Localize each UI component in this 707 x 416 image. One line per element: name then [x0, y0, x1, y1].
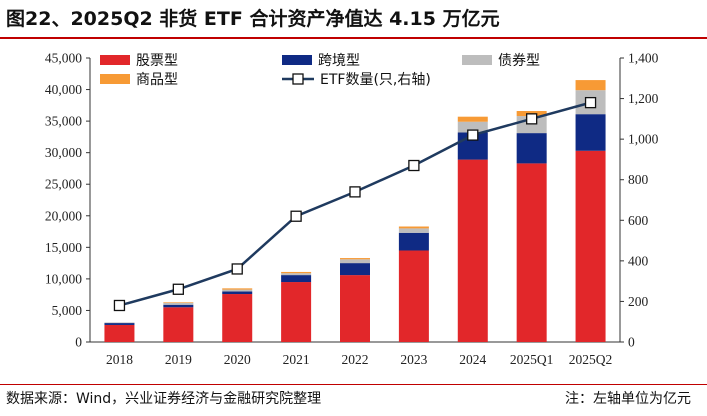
bar-segment [575, 150, 606, 342]
left-tick-label: 20,000 [45, 208, 82, 223]
bar-segment [457, 159, 488, 342]
bar-segment [575, 114, 606, 151]
line-point-marker [290, 210, 302, 222]
right-tick-label: 200 [628, 294, 649, 309]
bar-segment [340, 275, 370, 342]
legend-swatch [282, 55, 312, 65]
legend-marker [292, 73, 304, 85]
bar-segment [457, 121, 488, 133]
x-tick-label: 2025Q1 [510, 352, 554, 367]
bar-segment [457, 116, 488, 122]
bar-segment [398, 228, 429, 233]
bar-segment [222, 288, 253, 290]
bar-segment [516, 133, 547, 164]
chart-title: 图22、2025Q2 非货 ETF 合计资产净值达 4.15 万亿元 [6, 8, 500, 30]
x-tick-label: 2021 [283, 352, 310, 367]
bar-segment [222, 291, 253, 295]
bar-segment [516, 163, 547, 342]
right-tick-label: 800 [628, 172, 649, 187]
line-point-marker [467, 129, 479, 141]
title-rule [0, 37, 707, 39]
x-tick-label: 2023 [400, 352, 427, 367]
bar-segment [104, 324, 135, 342]
bar-segment [340, 258, 370, 260]
right-tick-label: 1,000 [628, 132, 659, 147]
line-point-marker [172, 283, 184, 295]
bar-segment [281, 282, 312, 342]
legend-label: 跨境型 [318, 53, 360, 69]
left-tick-label: 25,000 [45, 177, 82, 192]
axes: 0 5,000 10,000 15,000 20,000 25,000 30,000 35,0… [45, 51, 659, 368]
x-tick-label: 2019 [165, 352, 192, 367]
bar-segment [575, 80, 606, 91]
x-tick-label: 2024 [459, 352, 486, 367]
bar-segment [104, 323, 135, 325]
line-point-marker [408, 159, 420, 172]
x-tick-label: 2018 [106, 352, 133, 367]
legend-swatch [100, 55, 130, 65]
legend-label: ETF数量(只,右轴) [320, 72, 431, 88]
legend-label: 股票型 [136, 53, 178, 69]
bar-segment [163, 307, 194, 342]
bar-segment [398, 226, 429, 229]
left-tick-label: 40,000 [45, 82, 82, 97]
line-point-marker [113, 299, 126, 312]
line-point-marker [584, 96, 597, 109]
left-tick-label: 35,000 [45, 114, 82, 129]
x-tick-label: 2020 [224, 352, 251, 367]
data-source: 数据来源：Wind，兴业证券经济与金融研究院整理 [6, 391, 322, 407]
bar-segment [281, 271, 312, 274]
legend-swatch [462, 55, 492, 65]
right-tick-label: 400 [628, 253, 649, 268]
etf-count-line [113, 96, 597, 312]
unit-note: 注：左轴单位为亿元 [565, 391, 691, 407]
bar-segment [163, 304, 194, 308]
x-tick-label: 2025Q2 [569, 352, 613, 367]
left-tick-label: 0 [75, 335, 82, 350]
bars [104, 80, 606, 342]
legend-label: 债券型 [498, 53, 540, 69]
line-point-marker [526, 113, 538, 125]
x-tick-label: 2022 [342, 352, 369, 367]
left-tick-label: 10,000 [45, 271, 82, 286]
bar-segment [281, 273, 312, 276]
bar-segment [340, 263, 370, 276]
left-tick-label: 30,000 [45, 145, 82, 160]
right-tick-label: 1,400 [628, 51, 659, 66]
bar-segment [104, 322, 135, 324]
right-tick-label: 1,200 [628, 91, 659, 106]
right-tick-label: 0 [628, 335, 635, 350]
legend-label: 商品型 [136, 72, 178, 88]
left-tick-label: 5,000 [52, 303, 83, 318]
bar-segment [163, 302, 194, 305]
left-tick-label: 45,000 [45, 51, 82, 66]
bar-segment [163, 302, 194, 303]
line-point-marker [349, 186, 361, 198]
line-point-marker [231, 263, 243, 275]
source-rule [0, 384, 707, 385]
bar-segment [281, 275, 312, 283]
legend-swatch [100, 74, 130, 84]
bar-segment [398, 250, 429, 342]
bar-segment [222, 289, 253, 292]
bar-segment [398, 232, 429, 251]
bar-segment [222, 294, 253, 342]
right-tick-label: 600 [628, 213, 649, 228]
left-tick-label: 15,000 [45, 240, 82, 255]
bar-segment [340, 259, 370, 264]
